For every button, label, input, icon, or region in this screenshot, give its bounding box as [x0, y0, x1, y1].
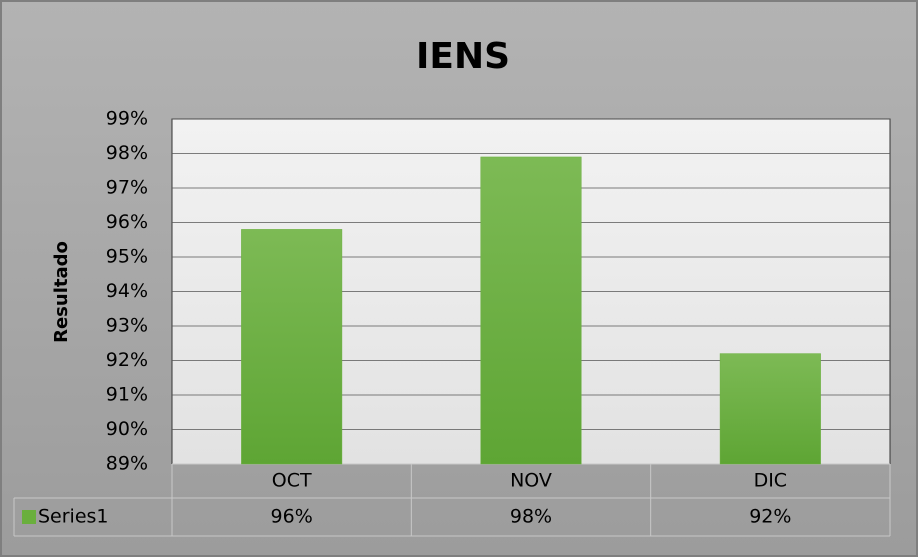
value-label: 92%	[749, 506, 791, 528]
y-tick-label: 89%	[106, 453, 148, 475]
y-tick-label: 98%	[106, 142, 148, 164]
bar	[480, 156, 582, 465]
bar	[719, 353, 821, 465]
y-tick-label: 94%	[106, 280, 148, 302]
bar	[241, 229, 343, 465]
chart-title: IENS	[416, 36, 510, 77]
y-tick-label: 90%	[106, 418, 148, 440]
x-tick-label: DIC	[754, 470, 788, 492]
y-tick-label: 95%	[106, 246, 148, 268]
y-tick-label: 93%	[106, 315, 148, 337]
y-tick-label: 96%	[106, 211, 148, 233]
value-label: 96%	[271, 506, 313, 528]
y-axis-label: Resultado	[51, 241, 72, 343]
y-tick-label: 97%	[106, 177, 148, 199]
x-tick-label: OCT	[272, 470, 312, 492]
legend-swatch	[22, 510, 36, 524]
y-tick-label: 99%	[106, 108, 148, 130]
y-tick-label: 91%	[106, 384, 148, 406]
x-tick-label: NOV	[510, 470, 552, 492]
value-label: 98%	[510, 506, 552, 528]
y-tick-label: 92%	[106, 349, 148, 371]
legend-label: Series1	[38, 506, 109, 528]
